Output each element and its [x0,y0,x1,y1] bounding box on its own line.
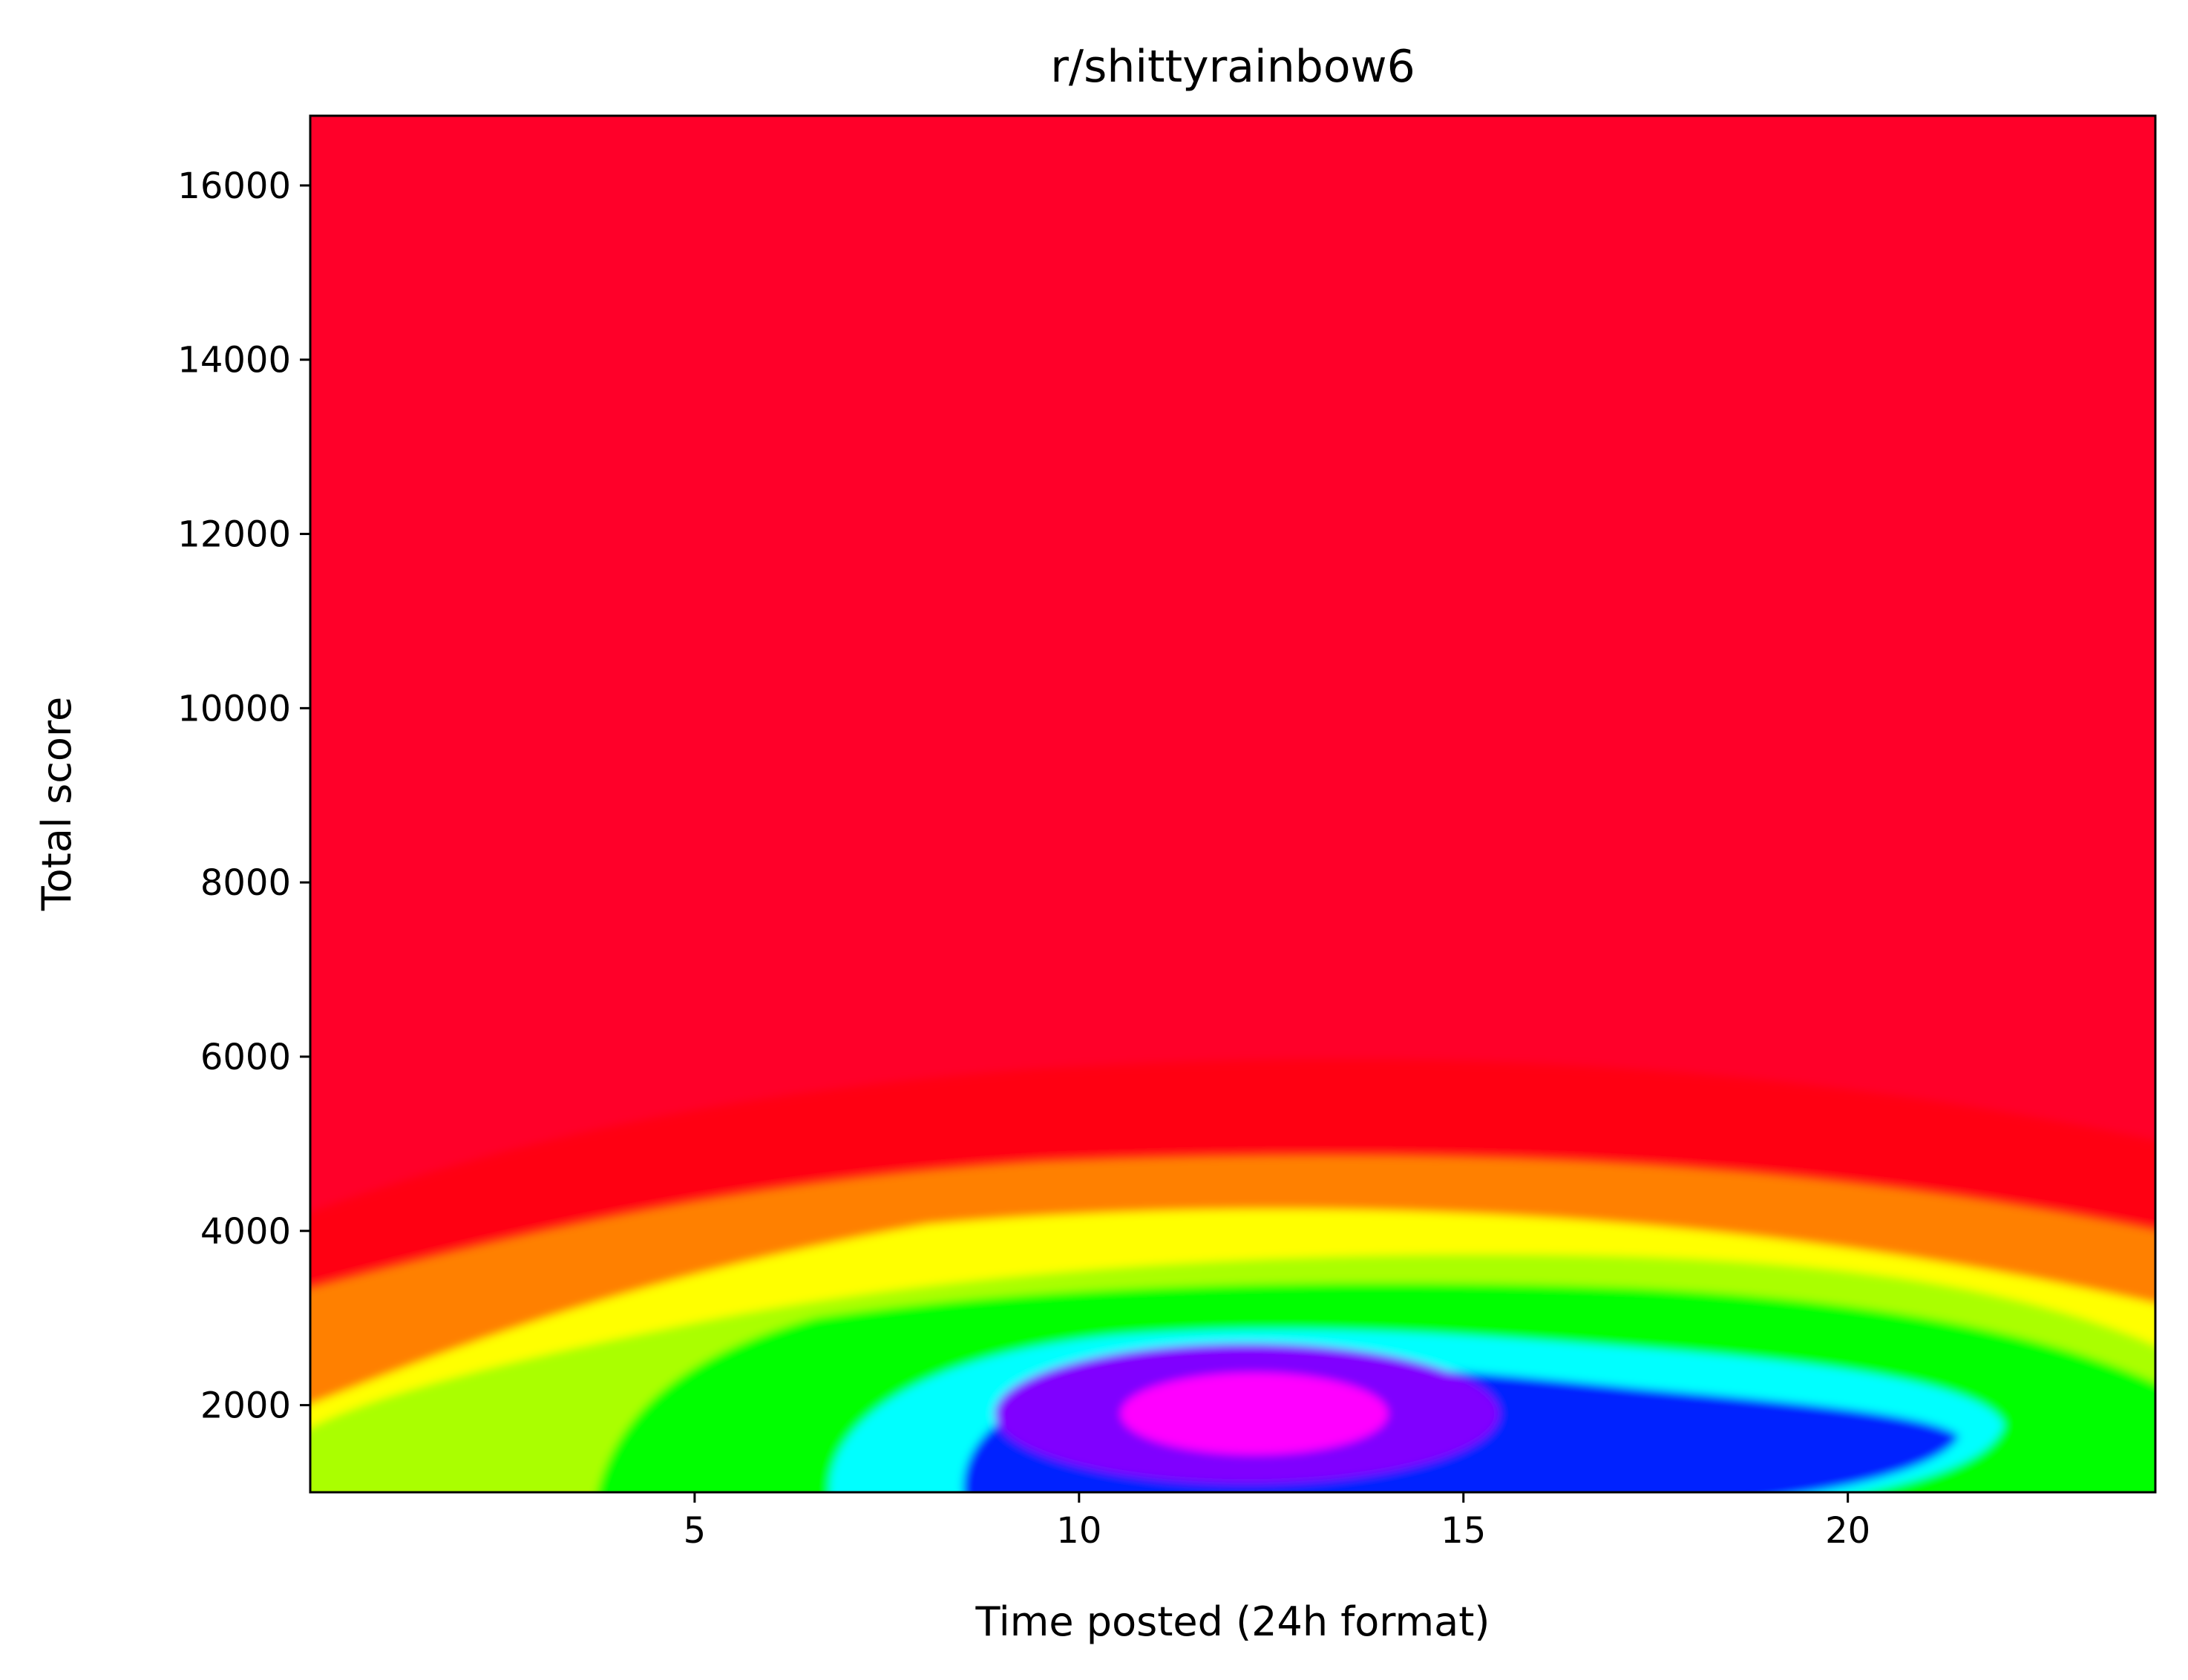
x-axis-label: Time posted (24h format) [975,1598,1490,1645]
y-axis-label: Total score [33,697,80,911]
x-axis-ticks: 5 10 15 20 [684,1492,1870,1552]
x-tick-label: 15 [1441,1510,1486,1552]
chart-title: r/shittyrainbow6 [1050,41,1415,93]
y-tick-label: 14000 [177,340,291,381]
x-tick-label: 5 [684,1510,707,1552]
y-tick-label: 6000 [200,1037,291,1078]
density-peak-magenta [1121,1373,1388,1454]
y-tick-label: 4000 [200,1211,291,1253]
x-tick-label: 20 [1825,1510,1870,1552]
y-tick-label: 8000 [200,862,291,904]
x-tick-label: 10 [1056,1510,1101,1552]
heatmap-area [310,116,2155,1492]
y-axis-ticks: 2000 4000 6000 8000 10000 12000 14000 16000 [177,165,310,1427]
plot-frame [309,114,2157,1494]
y-tick-label: 2000 [200,1385,291,1427]
y-tick-label: 10000 [177,688,291,729]
y-tick-label: 16000 [177,165,291,207]
density-field [310,1059,2155,1492]
y-tick-label: 12000 [177,514,291,556]
